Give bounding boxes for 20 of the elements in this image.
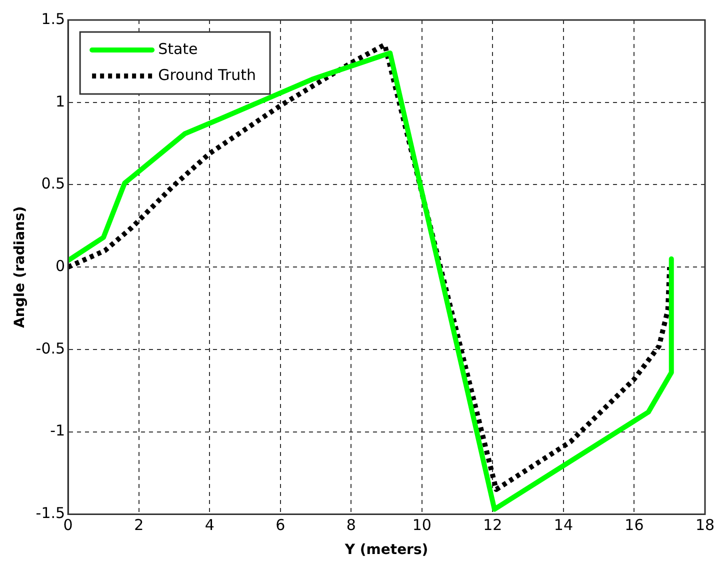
x-tick-label: 18: [695, 516, 715, 534]
legend-label: Ground Truth: [158, 66, 256, 84]
y-axis-title: Angle (radians): [12, 206, 28, 328]
y-tick-label: 0: [56, 256, 66, 275]
y-tick-label: -1: [50, 422, 66, 440]
x-tick-label: 16: [624, 516, 644, 534]
x-tick-label: 14: [554, 516, 574, 534]
x-tick-label: 8: [346, 516, 356, 534]
x-tick-label: 6: [276, 516, 286, 534]
x-axis-title: Y (meters): [344, 542, 428, 558]
y-tick-label: 1: [56, 92, 66, 110]
y-tick-label: 0.5: [41, 174, 66, 193]
legend-label: State: [158, 40, 198, 58]
x-tick-label: 4: [204, 516, 214, 534]
y-tick-label: -1.5: [36, 504, 66, 522]
x-tick-label: 10: [412, 516, 432, 534]
y-tick-label: 1.5: [41, 10, 66, 28]
x-tick-label: 2: [134, 516, 144, 534]
y-tick-label: -0.5: [36, 339, 66, 358]
x-tick-label: 12: [483, 516, 502, 534]
